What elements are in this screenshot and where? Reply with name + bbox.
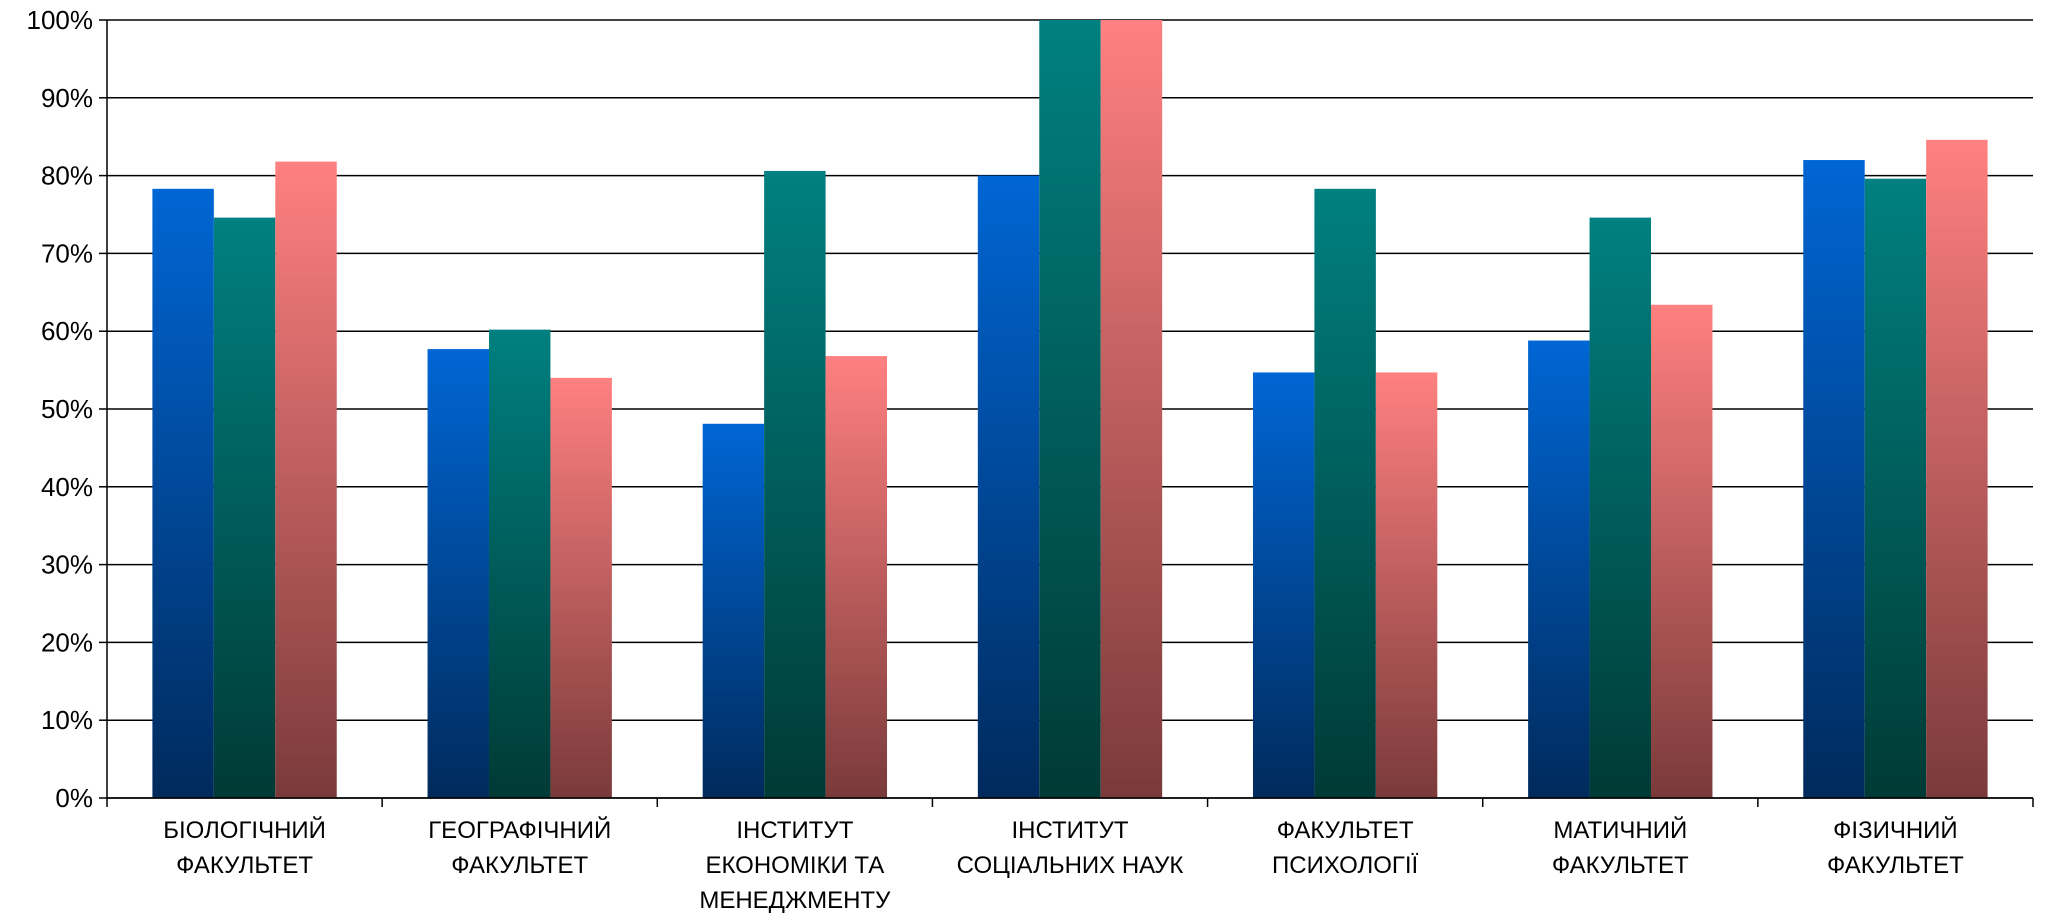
- y-tick-label-70: 70%: [41, 238, 93, 268]
- x-category-label-1-line-2: ФАКУЛЬТЕТ: [176, 852, 313, 879]
- y-tick-label-50: 50%: [41, 394, 93, 424]
- y-tick-label-30: 30%: [41, 550, 93, 580]
- bar-cat-7-series-1: [1803, 160, 1865, 799]
- x-category-label-1: БІОЛОГІЧНИЙ ФАКУЛЬТЕТ: [163, 816, 326, 879]
- bar-cat-6-series-3: [1651, 304, 1713, 798]
- y-tick-label-40: 40%: [41, 472, 93, 502]
- bar-cat-4-series-1: [977, 175, 1040, 799]
- x-category-label-3: ІНСТИТУТ ЕКОНОМІКИ ТА МЕНЕДЖМЕНТУ: [699, 817, 891, 914]
- x-category-label-2-line-1: ГЕОГРАФІЧНИЙ: [428, 816, 611, 844]
- x-category-label-1-line-1: БІОЛОГІЧНИЙ: [163, 816, 326, 844]
- bar-cat-1-series-2: [213, 217, 276, 798]
- y-axis-tick-labels: 0% 10% 20% 30% 40% 50% 60% 70% 80% 90% 100%: [27, 5, 94, 813]
- x-category-label-5-line-1: ФАКУЛЬТЕТ: [1277, 817, 1414, 844]
- x-category-label-4: ІНСТИТУТ СОЦІАЛЬНИХ НАУК: [957, 817, 1184, 879]
- y-tick-label-60: 60%: [41, 316, 93, 346]
- bar-cat-7-series-3: [1926, 139, 1988, 798]
- bars: [152, 20, 1988, 799]
- bar-cat-2-series-2: [488, 329, 551, 798]
- y-tick-label-100: 100%: [27, 5, 94, 35]
- bar-cat-3-series-3: [825, 356, 888, 798]
- bar-cat-6-series-2: [1589, 217, 1652, 798]
- bar-cat-4-series-3: [1100, 20, 1163, 798]
- y-tick-label-10: 10%: [41, 705, 93, 735]
- bar-cat-1-series-1: [152, 188, 214, 799]
- bar-cat-2-series-1: [427, 349, 489, 798]
- x-category-label-7-line-2: ФАКУЛЬТЕТ: [1827, 852, 1964, 879]
- y-tick-label-0: 0%: [55, 783, 93, 813]
- x-category-label-6: МАТИЧНИЙ ФАКУЛЬТЕТ: [1552, 816, 1689, 879]
- x-category-label-6-line-2: ФАКУЛЬТЕТ: [1552, 852, 1689, 879]
- y-tick-label-20: 20%: [41, 627, 93, 657]
- x-category-label-3-line-1: ІНСТИТУТ: [736, 817, 853, 844]
- x-category-label-3-line-2: ЕКОНОМІКИ ТА: [705, 852, 884, 879]
- bar-cat-5-series-2: [1314, 188, 1376, 799]
- bar-cat-4-series-2: [1039, 20, 1101, 798]
- x-category-label-6-line-1: МАТИЧНИЙ: [1553, 816, 1687, 844]
- x-category-label-4-line-1: ІНСТИТУТ: [1011, 817, 1128, 844]
- bar-cat-1-series-3: [275, 161, 337, 798]
- y-tick-label-90: 90%: [41, 83, 93, 113]
- x-category-label-5-line-2: ПСИХОЛОГІЇ: [1272, 852, 1419, 879]
- x-category-label-2: ГЕОГРАФІЧНИЙ ФАКУЛЬТЕТ: [428, 816, 611, 879]
- bar-cat-2-series-3: [550, 377, 612, 798]
- bar-cat-3-series-2: [764, 170, 826, 798]
- x-category-label-4-line-2: СОЦІАЛЬНИХ НАУК: [957, 852, 1184, 879]
- x-category-label-7-line-1: ФІЗИЧНИЙ: [1833, 816, 1958, 844]
- x-axis-category-labels: БІОЛОГІЧНИЙ ФАКУЛЬТЕТ ГЕОГРАФІЧНИЙ ФАКУЛЬТЕ…: [163, 816, 1964, 914]
- x-category-label-3-line-3: МЕНЕДЖМЕНТУ: [699, 887, 891, 914]
- x-category-label-2-line-2: ФАКУЛЬТЕТ: [451, 852, 588, 879]
- bar-cat-5-series-3: [1375, 372, 1438, 798]
- bar-cat-7-series-2: [1864, 178, 1927, 798]
- bar-cat-3-series-1: [702, 423, 765, 798]
- y-tick-label-80: 80%: [41, 161, 93, 191]
- axes: [99, 19, 2034, 807]
- x-category-label-7: ФІЗИЧНИЙ ФАКУЛЬТЕТ: [1827, 816, 1964, 879]
- bar-cat-6-series-1: [1528, 340, 1590, 798]
- bar-cat-5-series-1: [1252, 372, 1315, 798]
- x-category-label-5: ФАКУЛЬТЕТ ПСИХОЛОГІЇ: [1272, 817, 1419, 879]
